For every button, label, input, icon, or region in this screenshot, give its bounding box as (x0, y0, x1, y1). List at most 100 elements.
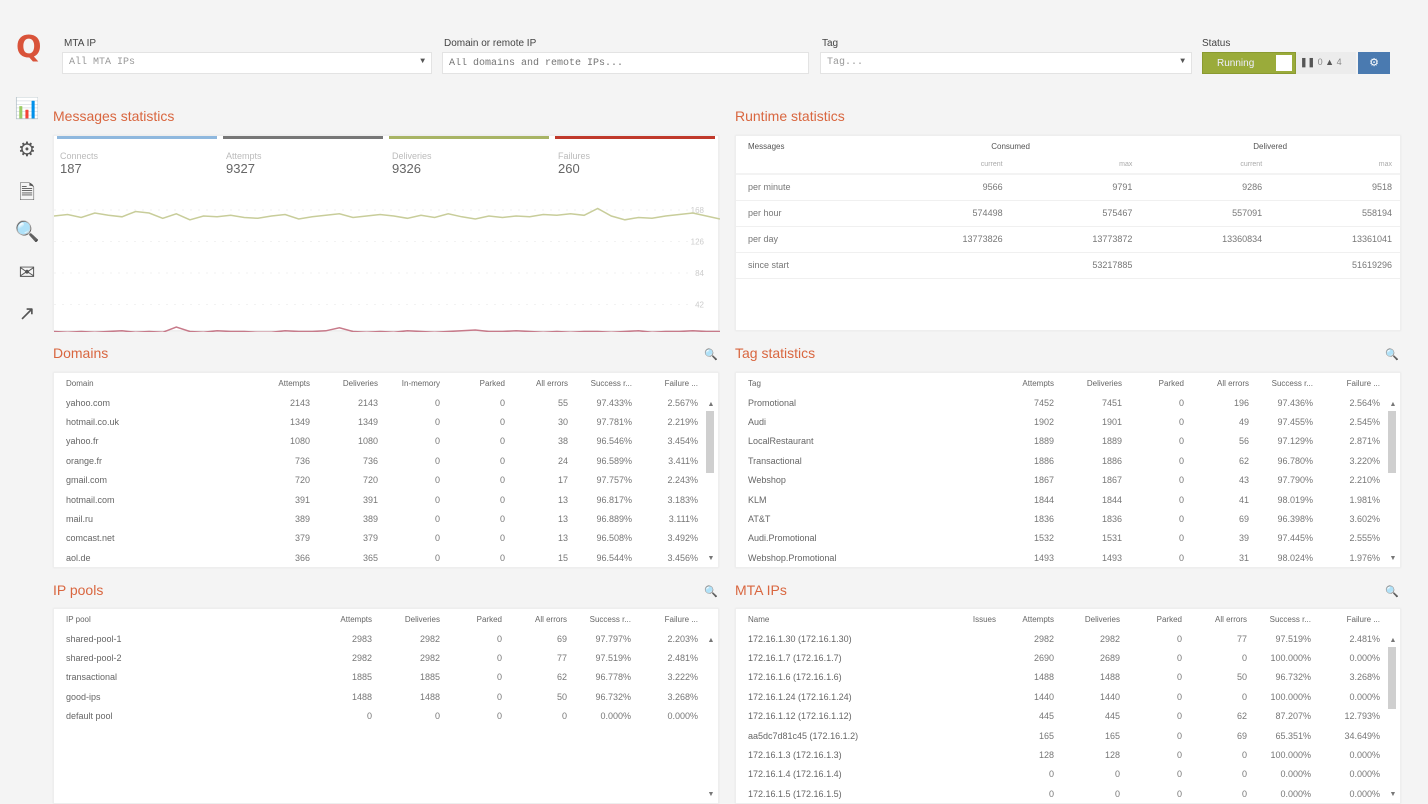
table-row[interactable]: hotmail.co.uk 1349 1349 0 0 30 97.781% 2.219% (54, 412, 704, 431)
table-row[interactable]: mail.ru 389 389 0 0 13 96.889% 3.111% (54, 509, 704, 528)
running-toggle[interactable]: Running (1202, 52, 1296, 74)
column-header[interactable]: Deliveries (404, 614, 440, 624)
scrollbar-thumb[interactable] (706, 411, 714, 473)
table-row[interactable]: 172.16.1.30 (172.16.1.30) 2982 2982 0 77 97.5… (736, 629, 1386, 648)
export-icon[interactable]: ↗ (18, 303, 36, 325)
table-header-row: Name Issues Attempts Deliveries Parked All er… (736, 609, 1386, 629)
column-header[interactable]: Success r... (589, 614, 631, 624)
table-cell: 0.000% (1349, 653, 1380, 664)
table-row[interactable]: aa5dc7d81c45 (172.16.1.2) 165 165 0 69 65.351… (736, 726, 1386, 745)
settings-button[interactable]: ⚙ (1358, 52, 1390, 74)
table-row[interactable]: AT&T 1836 1836 0 69 96.398% 3.602% (736, 509, 1386, 528)
column-header[interactable]: Attempts (278, 378, 310, 388)
table-cell: 1836 (1033, 514, 1054, 525)
column-header[interactable]: Success r... (1269, 614, 1311, 624)
table-row[interactable]: orange.fr 736 736 0 0 24 96.589% 3.411% (54, 451, 704, 470)
table-row[interactable]: 172.16.1.12 (172.16.1.12) 445 445 0 62 87.207… (736, 707, 1386, 726)
column-header[interactable]: Failure ... (664, 614, 698, 624)
table-row[interactable]: shared-pool-2 2982 2982 0 77 97.519% 2.481% (54, 648, 704, 667)
scroll-down-icon[interactable]: ▼ (1389, 791, 1397, 798)
domains-search-icon[interactable]: 🔍 (704, 349, 718, 361)
mta-ip-select[interactable]: All MTA IPs ▼ (62, 52, 432, 74)
document-icon[interactable]: 🗎 (18, 182, 36, 204)
table-cell: 2.210% (1349, 475, 1380, 486)
tag-select[interactable]: Tag... ▼ (820, 52, 1192, 74)
scroll-up-icon[interactable]: ▲ (707, 637, 715, 644)
column-header[interactable]: Failure ... (1346, 614, 1380, 624)
column-header[interactable]: Deliveries (1086, 378, 1122, 388)
column-header[interactable]: Parked (476, 614, 502, 624)
column-header[interactable]: Issues (972, 614, 996, 624)
app-logo[interactable]: Q (16, 30, 42, 65)
table-row[interactable]: hotmail.com 391 391 0 0 13 96.817% 3.183% (54, 490, 704, 509)
column-header[interactable]: Success r... (590, 378, 632, 388)
header-consumed: Consumed (991, 141, 1030, 151)
domain-input[interactable] (442, 52, 809, 74)
table-row[interactable]: gmail.com 720 720 0 0 17 97.757% 2.243% (54, 471, 704, 490)
table-row[interactable]: yahoo.fr 1080 1080 0 0 38 96.546% 3.454% (54, 432, 704, 451)
scroll-up-icon[interactable]: ▲ (1389, 401, 1397, 408)
scroll-up-icon[interactable]: ▲ (707, 401, 715, 408)
table-row[interactable]: Transactional 1886 1886 0 62 96.780% 3.220% (736, 451, 1386, 470)
table-row[interactable]: Webshop 1867 1867 0 43 97.790% 2.210% (736, 471, 1386, 490)
column-header[interactable]: All errors (534, 614, 567, 624)
column-header[interactable]: Success r... (1271, 378, 1313, 388)
column-header[interactable]: Deliveries (342, 378, 378, 388)
column-header[interactable]: Attempts (340, 614, 372, 624)
mta-ips-search-icon[interactable]: 🔍 (1385, 586, 1399, 598)
table-row[interactable]: 172.16.1.7 (172.16.1.7) 2690 2689 0 0 100.000… (736, 648, 1386, 667)
column-header[interactable]: Domain (66, 378, 94, 388)
table-row[interactable]: default pool 0 0 0 0 0.000% 0.000% (54, 707, 704, 726)
column-header[interactable]: Attempts (1022, 614, 1054, 624)
table-row[interactable]: Audi 1902 1901 0 49 97.455% 2.545% (736, 412, 1386, 431)
table-row[interactable]: 172.16.1.4 (172.16.1.4) 0 0 0 0 0.000% 0.000% (736, 765, 1386, 784)
table-row[interactable]: yahoo.com 2143 2143 0 0 55 97.433% 2.567% (54, 393, 704, 412)
column-header[interactable]: All errors (1216, 378, 1249, 388)
table-cell: 3.602% (1349, 514, 1380, 525)
mail-inbox-icon[interactable]: ✉ (18, 262, 36, 284)
table-row[interactable]: KLM 1844 1844 0 41 98.019% 1.981% (736, 490, 1386, 509)
column-header[interactable]: Deliveries (1084, 614, 1120, 624)
table-row[interactable]: 172.16.1.6 (172.16.1.6) 1488 1488 0 50 96.732… (736, 668, 1386, 687)
column-header[interactable]: IP pool (66, 614, 91, 624)
column-header[interactable]: Attempts (1022, 378, 1054, 388)
bar-chart-icon[interactable]: 📊 (14, 98, 40, 120)
table-row[interactable]: 172.16.1.24 (172.16.1.24) 1440 1440 0 0 100.0… (736, 687, 1386, 706)
ip-pools-search-icon[interactable]: 🔍 (704, 586, 718, 598)
tags-search-icon[interactable]: 🔍 (1385, 349, 1399, 361)
column-header[interactable]: Failure ... (664, 378, 698, 388)
scrollbar-thumb[interactable] (1388, 411, 1396, 473)
table-row[interactable]: transactional 1885 1885 0 62 96.778% 3.222% (54, 668, 704, 687)
table-row[interactable]: Webshop.Promotional 1493 1493 0 31 98.024% 1.9… (736, 548, 1386, 567)
table-cell: 3.268% (1349, 672, 1380, 683)
table-row[interactable]: shared-pool-1 2983 2982 0 69 97.797% 2.203% (54, 629, 704, 648)
table-row[interactable]: 172.16.1.5 (172.16.1.5) 0 0 0 0 0.000% 0.000% (736, 784, 1386, 803)
table-row[interactable]: LocalRestaurant 1889 1889 0 56 97.129% 2.871% (736, 432, 1386, 451)
table-row[interactable]: Audi.Promotional 1532 1531 0 39 97.445% 2.555% (736, 529, 1386, 548)
column-header[interactable]: In-memory (401, 378, 440, 388)
table-cell: 0 (1178, 475, 1184, 486)
table-row[interactable]: 172.16.1.3 (172.16.1.3) 128 128 0 0 100.000% 0… (736, 745, 1386, 764)
column-header[interactable]: Parked (1156, 614, 1182, 624)
tag-placeholder: Tag... (827, 57, 864, 68)
table-row[interactable]: aol.de 366 365 0 0 15 96.544% 3.456% (54, 548, 704, 567)
table-row[interactable]: good-ips 1488 1488 0 50 96.732% 3.268% (54, 687, 704, 706)
scroll-down-icon[interactable]: ▼ (707, 791, 715, 798)
chevron-down-icon: ▼ (1180, 57, 1185, 66)
column-header[interactable]: Name (748, 614, 770, 624)
search-log-icon[interactable]: 🔍 (14, 221, 40, 243)
table-cell: 49 (1238, 417, 1249, 428)
scroll-down-icon[interactable]: ▼ (1389, 555, 1397, 562)
scrollbar-thumb[interactable] (1388, 647, 1396, 709)
column-header[interactable]: All errors (535, 378, 568, 388)
scroll-down-icon[interactable]: ▼ (707, 555, 715, 562)
column-header[interactable]: Parked (479, 378, 505, 388)
column-header[interactable]: Tag (748, 378, 761, 388)
scroll-up-icon[interactable]: ▲ (1389, 637, 1397, 644)
gears-icon[interactable]: ⚙ (18, 139, 36, 161)
column-header[interactable]: Failure ... (1346, 378, 1380, 388)
table-row[interactable]: comcast.net 379 379 0 0 13 96.508% 3.492% (54, 529, 704, 548)
table-row[interactable]: Promotional 7452 7451 0 196 97.436% 2.564% (736, 393, 1386, 412)
column-header[interactable]: All errors (1214, 614, 1247, 624)
column-header[interactable]: Parked (1158, 378, 1184, 388)
